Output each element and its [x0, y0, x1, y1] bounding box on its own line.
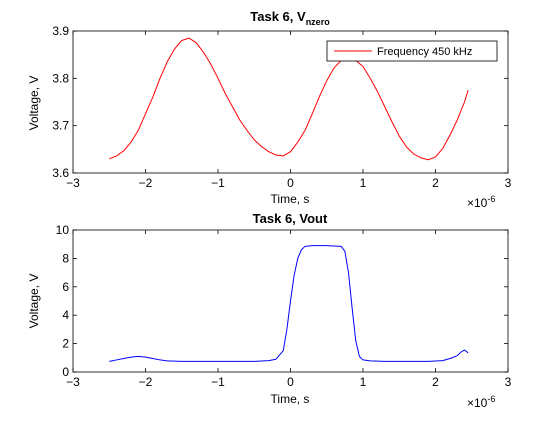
top-xtick-label: 0 [287, 176, 294, 190]
top-legend-box [326, 40, 498, 62]
top-ytick-label: 3.6 [52, 166, 69, 180]
top-title-main: Task 6, V [250, 9, 306, 24]
top-plot-area: −3 −2 −1 0 1 2 3 3.6 3.7 3.8 3.9 [52, 24, 511, 190]
top-xtick-label: −2 [139, 176, 153, 190]
bottom-xtick-label: 3 [505, 375, 512, 389]
bottom-xtick-label: −3 [66, 375, 80, 389]
top-legend-label: Frequency 450 kHz [377, 46, 472, 58]
top-ytick-label: 3.8 [52, 71, 69, 85]
top-x-exponent-power: -6 [487, 194, 495, 204]
top-title: Task 6, Vnzero [250, 9, 330, 27]
bottom-xlabel: Time, s [271, 392, 310, 406]
bottom-ytick-label: 0 [62, 365, 69, 379]
top-legend: Frequency 450 kHz [326, 40, 498, 62]
bottom-xtick-label: −2 [139, 375, 153, 389]
top-ytick-label: 3.9 [52, 24, 69, 38]
top-xtick-label: 3 [505, 176, 512, 190]
bottom-ytick-label: 2 [62, 337, 69, 351]
bottom-series-line [109, 245, 469, 362]
bottom-xtick-label: 2 [432, 375, 439, 389]
bottom-plot-area: −3 −2 −1 0 1 2 3 0 2 4 6 8 10 [56, 223, 512, 389]
bottom-ytick-label: 10 [56, 223, 70, 237]
bottom-ytick-label: 6 [62, 280, 69, 294]
bottom-x-exponent-base: ×10 [467, 396, 488, 410]
bottom-ytick-label: 8 [62, 251, 69, 265]
top-x-exponent-base: ×10 [467, 196, 488, 210]
bottom-xtick-label: 0 [287, 375, 294, 389]
bottom-title: Task 6, Vout [253, 211, 328, 226]
top-xtick-label: −3 [66, 176, 80, 190]
bottom-xtick-label: −1 [211, 375, 225, 389]
top-xtick-label: 1 [360, 176, 367, 190]
bottom-x-exponent: ×10-6 [467, 394, 495, 410]
top-xlabel: Time, s [271, 192, 310, 206]
top-axes: Task 6, Vnzero −3 −2 −1 0 1 2 3 3.6 3.7 3.8 3.9 Ti… [27, 9, 512, 210]
top-xtick-label: 2 [432, 176, 439, 190]
top-ylabel: Voltage, V [27, 76, 41, 131]
bottom-axes: Task 6, Vout −3 −2 −1 0 1 2 3 0 2 4 6 8 10 Time, s V… [27, 211, 512, 410]
bottom-ylabel: Voltage, V [27, 274, 41, 329]
bottom-x-exponent-power: -6 [487, 394, 495, 404]
top-xtick-label: −1 [211, 176, 225, 190]
top-title-subscript: nzero [306, 17, 331, 27]
bottom-xtick-label: 1 [360, 375, 367, 389]
top-ytick-label: 3.7 [52, 119, 69, 133]
top-series-line [109, 37, 469, 161]
top-x-exponent: ×10-6 [467, 194, 495, 210]
bottom-ytick-label: 4 [62, 308, 69, 322]
